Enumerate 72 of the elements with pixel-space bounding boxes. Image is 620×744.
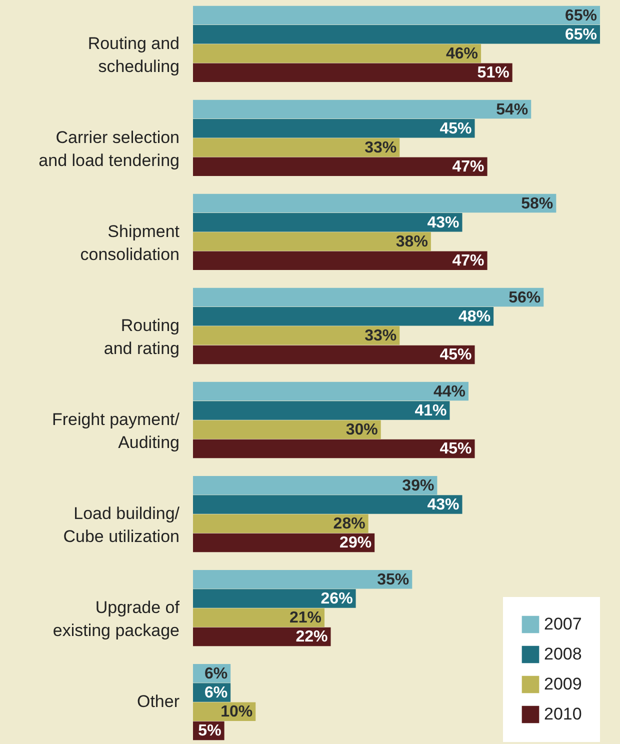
bar (193, 63, 512, 82)
bar (193, 382, 469, 401)
bar (193, 6, 600, 25)
y-tick-label: Routing and rating (104, 316, 180, 358)
data-label: 43% (427, 214, 460, 232)
data-label: 41% (414, 402, 447, 420)
bar (193, 288, 544, 307)
y-tick-label: Carrier selection and load tendering (38, 128, 180, 170)
legend-label: 2007 (544, 614, 582, 634)
bar (193, 232, 431, 251)
y-tick-label: Freight payment/ Auditing (52, 410, 180, 452)
bar (193, 401, 450, 420)
y-tick-label: Shipment consolidation (80, 222, 180, 264)
data-label: 38% (396, 234, 428, 251)
bar (193, 627, 331, 646)
data-label: 22% (296, 628, 328, 646)
legend-label: 2008 (544, 644, 582, 664)
data-label: 35% (377, 571, 410, 588)
data-label: 26% (320, 590, 353, 608)
data-label: 65% (564, 26, 597, 44)
bar (193, 589, 356, 608)
data-label: 33% (364, 328, 397, 345)
data-label: 45% (440, 120, 472, 138)
data-label: 45% (440, 346, 472, 364)
data-label: 6% (204, 665, 228, 682)
y-tick-label: Upgrade of existing package (52, 598, 180, 640)
bar (193, 194, 556, 213)
data-label: 65% (564, 7, 597, 24)
data-label: 46% (446, 46, 478, 63)
bar (193, 138, 400, 157)
bar (193, 420, 381, 439)
data-label: 51% (477, 64, 510, 82)
bar (193, 608, 324, 627)
y-tick-label: Other (136, 692, 180, 712)
bar (193, 157, 488, 176)
data-label: 29% (340, 534, 372, 552)
data-label: 5% (198, 722, 222, 740)
data-label: 47% (452, 158, 484, 176)
bar (193, 307, 494, 326)
data-label: 30% (346, 422, 378, 439)
bar (193, 514, 368, 533)
bar (193, 439, 475, 458)
data-label: 10% (220, 704, 253, 721)
data-label: 56% (508, 289, 541, 306)
data-label: 39% (402, 477, 434, 494)
bar (193, 100, 532, 119)
legend-label: 2009 (544, 674, 582, 694)
bar (193, 251, 488, 270)
y-tick-label: Routing and scheduling (88, 34, 180, 76)
data-label: 48% (458, 308, 491, 326)
bar (193, 44, 482, 63)
bar (193, 213, 462, 232)
y-tick-label: Load building/ Cube utilization (63, 504, 180, 546)
data-label: 58% (521, 195, 554, 212)
data-label: 47% (452, 252, 484, 270)
data-label: 21% (289, 610, 322, 627)
bar (193, 326, 400, 345)
data-label: 28% (333, 516, 366, 533)
data-label: 43% (427, 496, 460, 514)
legend-label: 2010 (544, 704, 582, 724)
bar (193, 119, 475, 138)
bar (193, 495, 462, 514)
bar (193, 476, 438, 495)
bar (193, 533, 375, 552)
bar (193, 570, 412, 589)
data-label: 6% (204, 684, 228, 702)
data-label: 33% (364, 140, 397, 157)
data-label: 44% (433, 383, 466, 400)
data-label: 54% (496, 101, 528, 118)
data-label: 45% (440, 440, 472, 458)
bar (193, 25, 600, 44)
bar (193, 345, 475, 364)
